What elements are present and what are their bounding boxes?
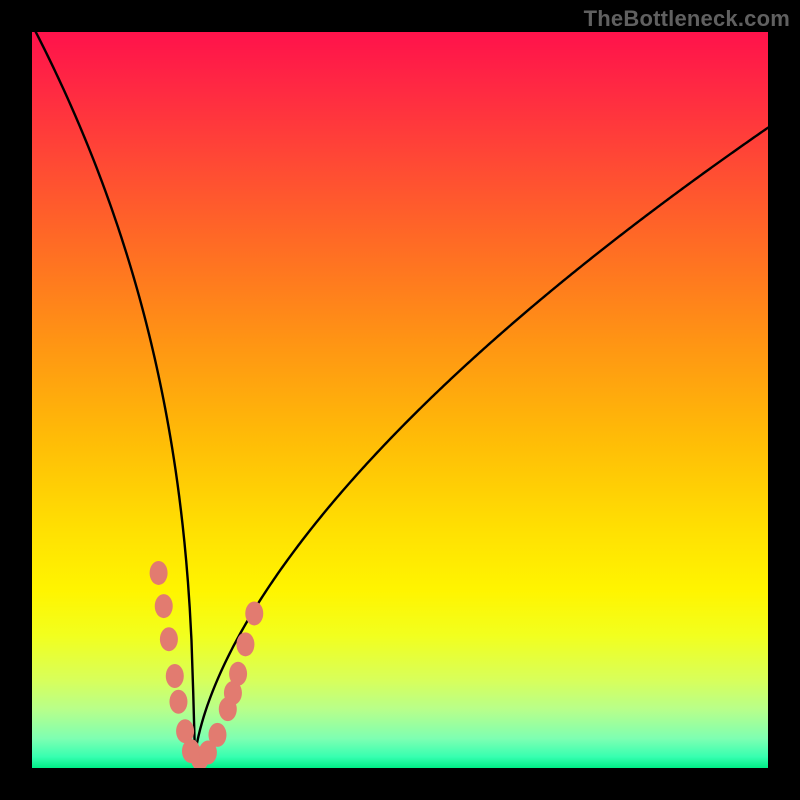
marker-point [208, 723, 226, 747]
chart-svg [0, 0, 800, 800]
chart-stage: TheBottleneck.com [0, 0, 800, 800]
marker-point [150, 561, 168, 585]
marker-point [160, 627, 178, 651]
marker-point [245, 601, 263, 625]
marker-point [236, 632, 254, 656]
marker-point [229, 662, 247, 686]
marker-point [169, 690, 187, 714]
marker-point [155, 594, 173, 618]
marker-point [166, 664, 184, 688]
